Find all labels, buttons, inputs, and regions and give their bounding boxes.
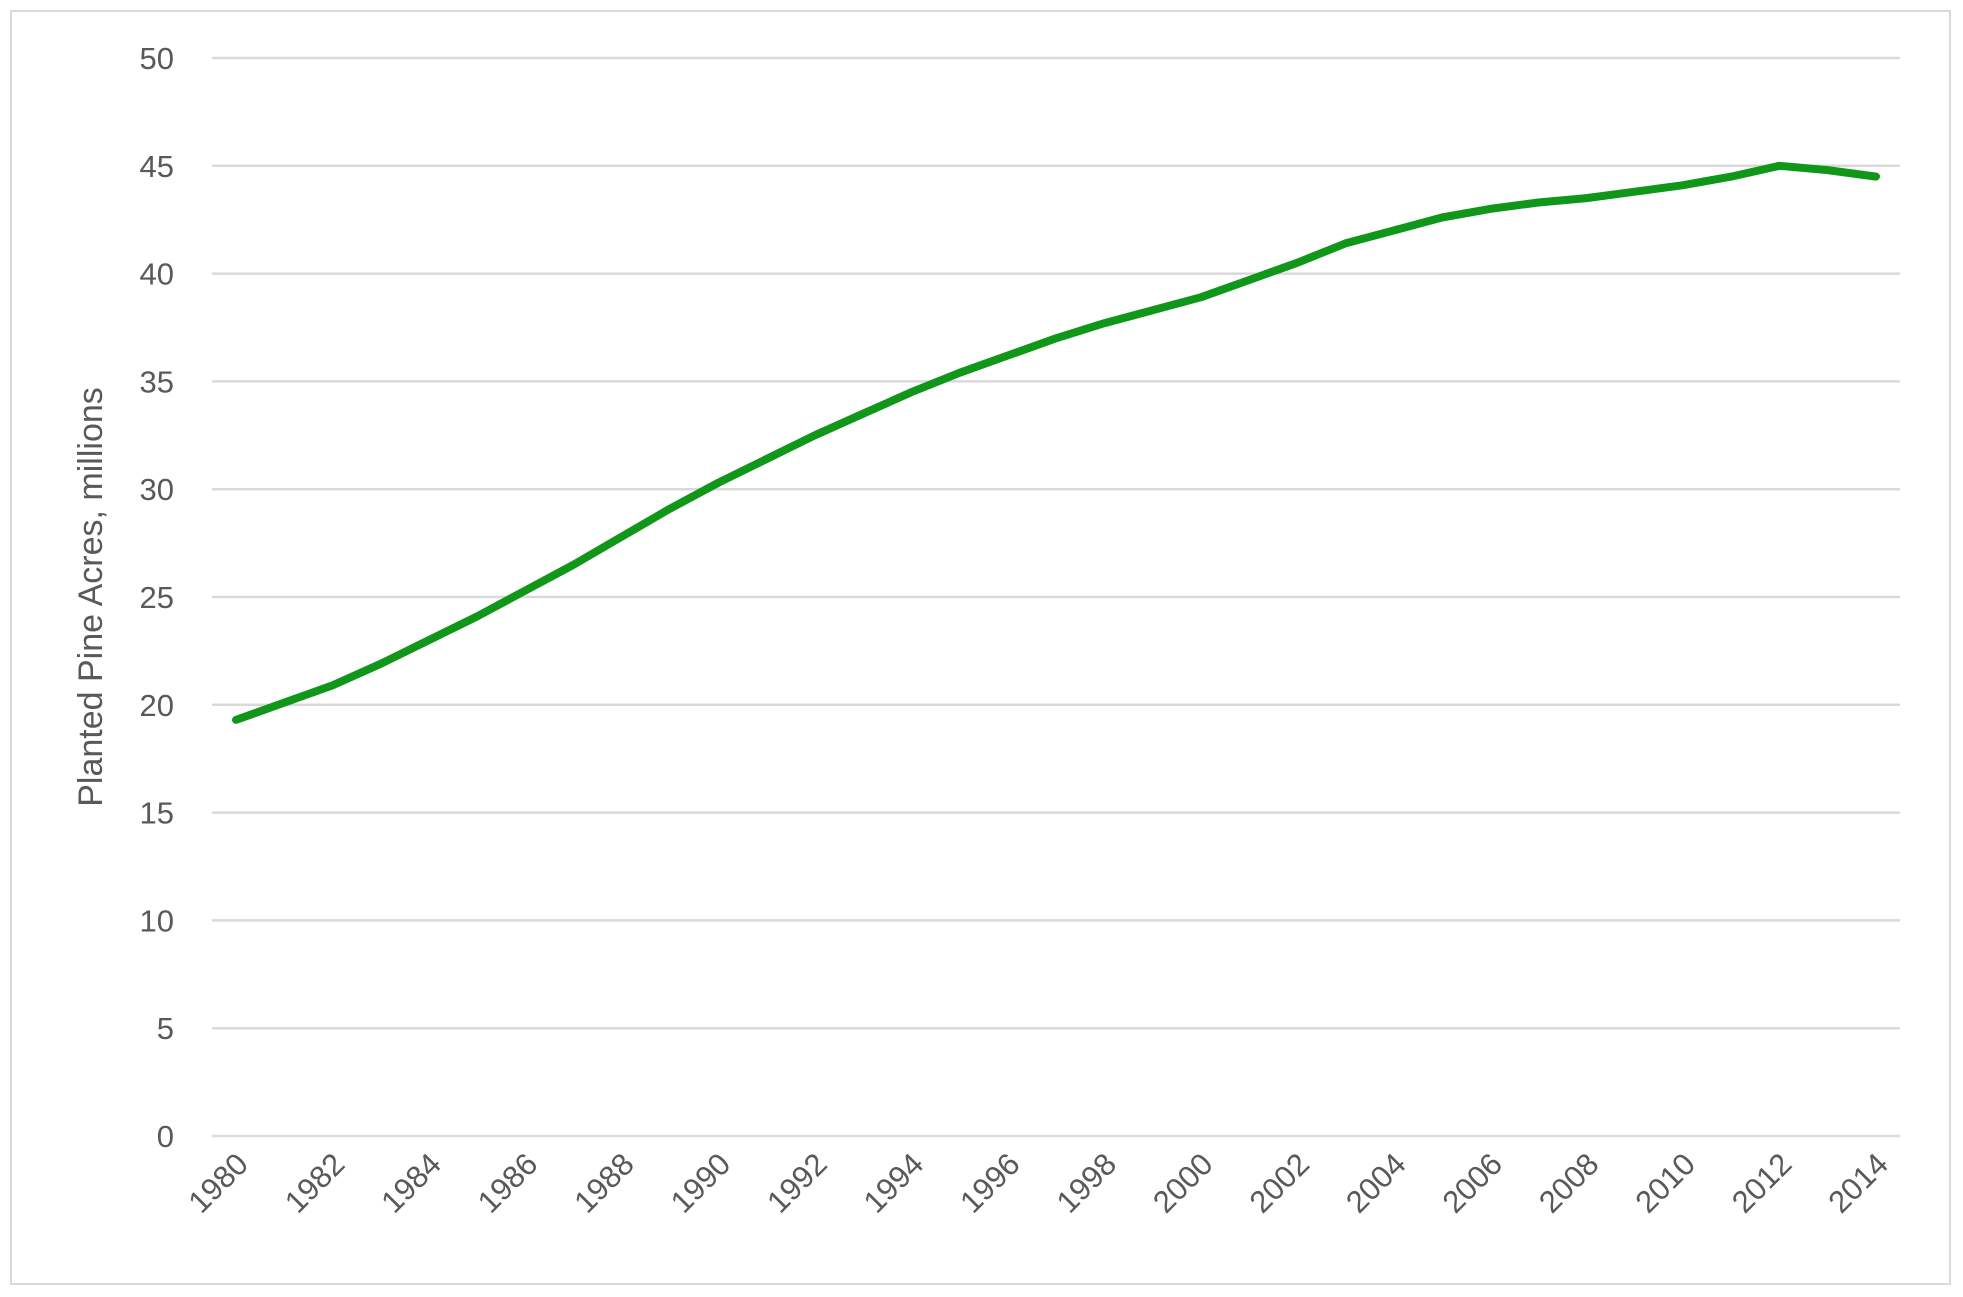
x-axis-ticks: 1980 1982 1984 1986 1988 1990 1992 1994 1996 1998… [181,1146,1895,1220]
x-tick-label: 1998 [1050,1146,1124,1220]
x-tick-label: 1988 [567,1146,641,1220]
y-tick-label: 40 [140,257,174,292]
y-tick-label: 15 [140,796,174,831]
series-layer [232,161,1880,724]
x-tick-label: 2004 [1339,1146,1413,1220]
x-tick-label: 1996 [953,1146,1027,1220]
x-tick-label: 1986 [471,1146,545,1220]
y-axis-title: Planted Pine Acres, millions [72,387,110,807]
y-tick-label: 25 [140,580,174,615]
chart-frame: 0 5 10 15 20 25 30 35 40 45 50 1980 1982 1984 1986 198… [10,10,1951,1285]
x-tick-label: 2008 [1532,1146,1606,1220]
y-axis-ticks: 0 5 10 15 20 25 30 35 40 45 50 [140,41,174,1154]
y-tick-label: 45 [140,149,174,184]
x-tick-label: 1990 [664,1146,738,1220]
x-tick-label: 1982 [278,1146,352,1220]
y-tick-label: 5 [157,1011,174,1046]
y-tick-label: 50 [140,41,174,76]
x-tick-label: 1980 [181,1146,255,1220]
gridlines [212,56,1900,1138]
x-tick-label: 2006 [1436,1146,1510,1220]
x-tick-label: 2010 [1628,1146,1702,1220]
y-tick-label: 30 [140,472,174,507]
x-tick-label: 1992 [760,1146,834,1220]
x-tick-label: 2000 [1146,1146,1220,1220]
y-tick-label: 20 [140,688,174,723]
y-tick-label: 35 [140,364,174,399]
x-tick-label: 1994 [857,1146,931,1220]
x-tick-label: 2014 [1821,1146,1895,1220]
y-tick-label: 0 [157,1119,174,1154]
series-line-0 [232,161,1880,724]
y-tick-label: 10 [140,903,174,938]
x-tick-label: 2012 [1725,1146,1799,1220]
x-tick-label: 2002 [1243,1146,1317,1220]
x-tick-label: 1984 [374,1146,448,1220]
